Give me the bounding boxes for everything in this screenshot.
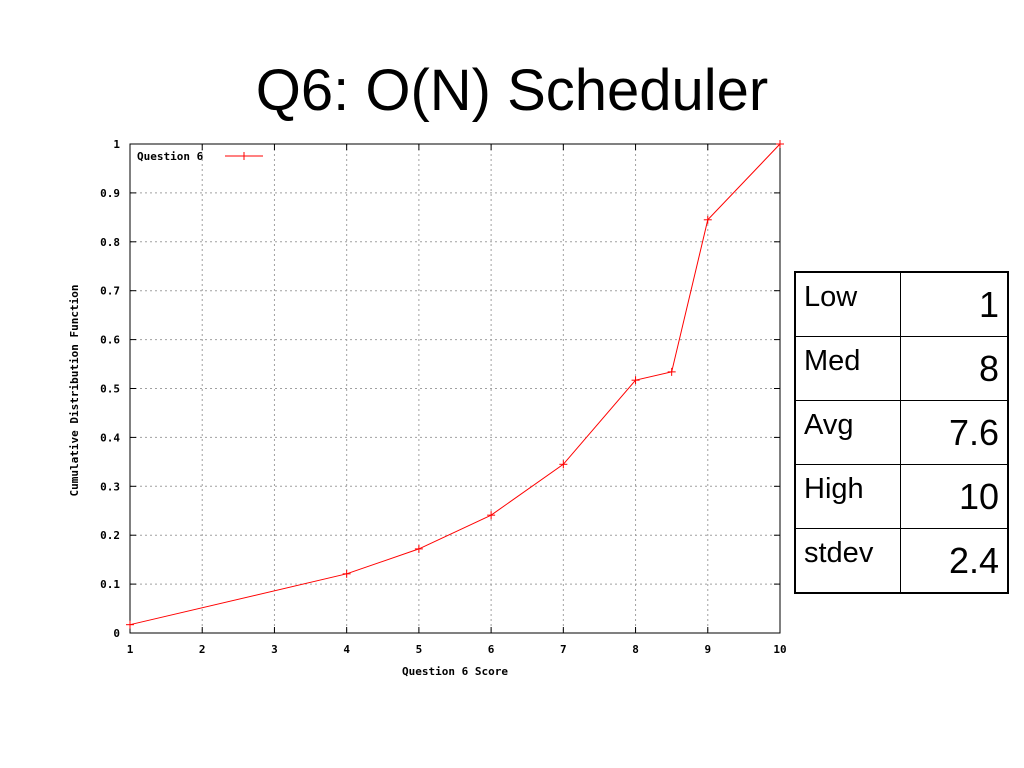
y-tick-label: 0.4 bbox=[100, 431, 120, 444]
stat-value: 7.6 bbox=[900, 400, 1009, 465]
stats-row-low: Low 1 bbox=[794, 271, 1009, 337]
data-point bbox=[631, 376, 640, 385]
x-tick-label: 3 bbox=[271, 643, 278, 656]
y-tick-label: 0.3 bbox=[100, 480, 120, 493]
x-tick-label: 10 bbox=[773, 643, 786, 656]
stat-label: Avg bbox=[794, 400, 901, 465]
y-tick-label: 0.5 bbox=[100, 383, 120, 396]
x-tick-label: 6 bbox=[488, 643, 495, 656]
data-point bbox=[776, 140, 784, 148]
data-point bbox=[559, 460, 568, 469]
stats-row-high: High 10 bbox=[794, 464, 1009, 529]
y-tick-label: 0.7 bbox=[100, 285, 120, 298]
y-axis-label: Cumulative Distribution Function bbox=[68, 285, 81, 497]
stats-row-med: Med 8 bbox=[794, 336, 1009, 401]
y-tick-label: 1 bbox=[113, 138, 120, 151]
data-point bbox=[126, 620, 134, 629]
x-axis-label: Question 6 Score bbox=[402, 665, 508, 678]
stat-value: 1 bbox=[900, 271, 1009, 337]
slide-title: Q6: O(N) Scheduler bbox=[255, 58, 769, 123]
y-tick-label: 0.2 bbox=[100, 529, 120, 542]
y-tick-label: 0.1 bbox=[100, 578, 120, 591]
stat-label: High bbox=[794, 464, 901, 529]
data-point bbox=[414, 544, 423, 553]
data-point bbox=[667, 367, 676, 376]
y-tick-label: 0 bbox=[113, 627, 120, 640]
stats-row-stdev: stdev 2.4 bbox=[794, 528, 1009, 594]
stat-label: stdev bbox=[794, 528, 901, 594]
data-point bbox=[487, 511, 496, 520]
y-tick-label: 0.9 bbox=[100, 187, 120, 200]
x-tick-label: 5 bbox=[416, 643, 423, 656]
y-tick-label: 0.8 bbox=[100, 236, 120, 249]
stat-value: 10 bbox=[900, 464, 1009, 529]
x-tick-label: 4 bbox=[343, 643, 350, 656]
series-line bbox=[129, 143, 781, 626]
stats-row-avg: Avg 7.6 bbox=[794, 400, 1009, 465]
stat-value: 2.4 bbox=[900, 528, 1009, 594]
x-tick-label: 8 bbox=[632, 643, 639, 656]
x-tick-label: 9 bbox=[704, 643, 711, 656]
legend-label: Question 6 bbox=[137, 150, 204, 163]
y-tick-label: 0.6 bbox=[100, 334, 120, 347]
data-point bbox=[342, 569, 351, 578]
stat-label: Low bbox=[794, 271, 901, 337]
stats-table: Low 1 Med 8 Avg 7.6 High 10 stdev 2.4 bbox=[794, 271, 1009, 594]
data-point bbox=[703, 215, 712, 224]
stat-label: Med bbox=[794, 336, 901, 401]
x-tick-label: 7 bbox=[560, 643, 567, 656]
x-tick-label: 2 bbox=[199, 643, 206, 656]
x-tick-label: 1 bbox=[127, 643, 134, 656]
stat-value: 8 bbox=[900, 336, 1009, 401]
